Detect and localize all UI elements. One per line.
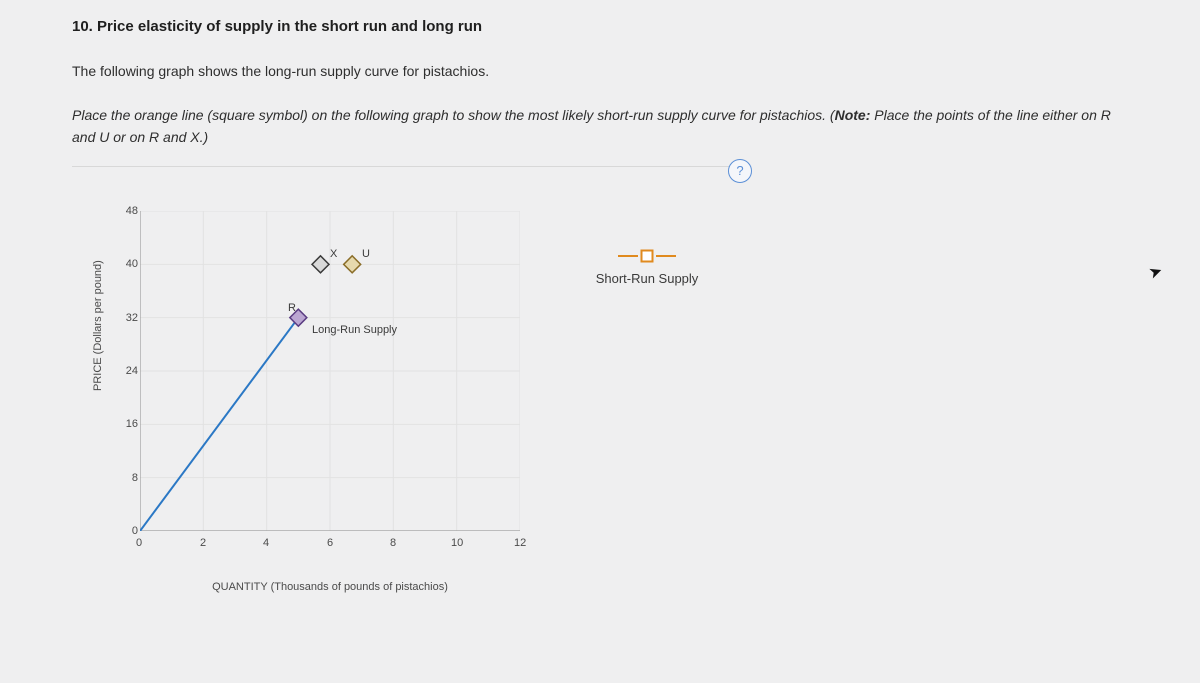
x-tick-10: 10: [451, 537, 463, 549]
y-axis-label: PRICE (Dollars per pound): [92, 261, 104, 392]
tool-palette: Short-Run Supply: [582, 211, 712, 571]
y-tick-24: 24: [126, 365, 138, 377]
intro-text: The following graph shows the long-run s…: [72, 63, 1158, 79]
long-run-supply-label: Long-Run Supply: [312, 324, 398, 336]
help-icon[interactable]: ?: [728, 159, 752, 183]
y-tick-0: 0: [132, 525, 138, 537]
short-run-supply-label: Short-Run Supply: [596, 271, 699, 286]
x-tick-4: 4: [263, 537, 269, 549]
chart-wrap: PRICE (Dollars per pound): [72, 211, 732, 571]
graph-panel: ? PRICE (Dollars per pound): [72, 166, 732, 571]
point-u-label: U: [362, 248, 370, 260]
instruction-main: Place the orange line (square symbol) on…: [72, 107, 835, 123]
plot-svg[interactable]: R X U Long-Run Supply: [140, 211, 520, 531]
point-x[interactable]: [312, 256, 329, 273]
point-r-label: R: [288, 302, 296, 314]
point-u[interactable]: [344, 256, 361, 273]
instruction-text: Place the orange line (square symbol) on…: [72, 105, 1122, 148]
point-x-label: X: [330, 248, 338, 260]
y-tick-16: 16: [126, 418, 138, 430]
x-tick-12: 12: [514, 537, 526, 549]
x-tick-2: 2: [200, 537, 206, 549]
question-title: 10. Price elasticity of supply in the sh…: [72, 18, 1158, 35]
short-run-supply-tool[interactable]: Short-Run Supply: [582, 249, 712, 286]
x-tick-0: 0: [136, 537, 142, 549]
x-tick-8: 8: [390, 537, 396, 549]
square-line-icon: [618, 249, 676, 263]
x-tick-6: 6: [327, 537, 333, 549]
y-tick-48: 48: [126, 205, 138, 217]
y-tick-32: 32: [126, 312, 138, 324]
chart[interactable]: PRICE (Dollars per pound): [100, 211, 540, 571]
page-root: 10. Price elasticity of supply in the sh…: [0, 0, 1200, 571]
y-tick-40: 40: [126, 258, 138, 270]
instruction-note-label: Note:: [835, 107, 871, 123]
y-tick-8: 8: [132, 472, 138, 484]
x-axis-label: QUANTITY (Thousands of pounds of pistach…: [140, 581, 520, 593]
